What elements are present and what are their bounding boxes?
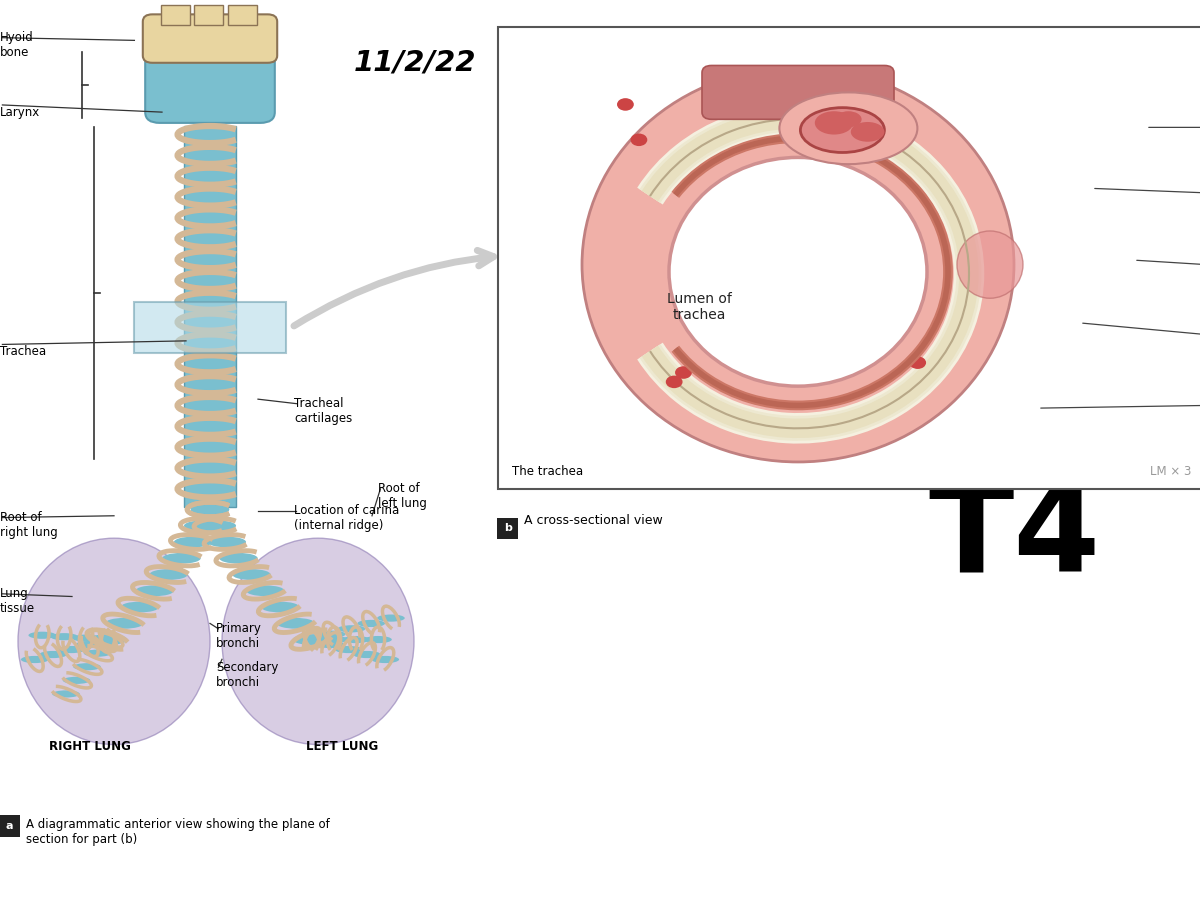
- Text: Trachea: Trachea: [0, 345, 46, 358]
- Ellipse shape: [73, 663, 101, 670]
- Circle shape: [744, 105, 761, 118]
- Circle shape: [666, 376, 683, 388]
- Text: Tracheal
cartilages: Tracheal cartilages: [294, 396, 353, 425]
- Ellipse shape: [298, 636, 326, 643]
- Ellipse shape: [222, 538, 414, 745]
- Ellipse shape: [298, 636, 326, 643]
- FancyBboxPatch shape: [702, 65, 894, 119]
- Ellipse shape: [372, 656, 400, 663]
- Text: Secondary
bronchi: Secondary bronchi: [216, 660, 278, 689]
- Bar: [184, 126, 236, 507]
- Text: T4: T4: [928, 478, 1100, 598]
- Bar: [161, 5, 190, 25]
- Ellipse shape: [20, 656, 48, 663]
- Ellipse shape: [94, 636, 122, 643]
- Ellipse shape: [318, 631, 346, 638]
- Ellipse shape: [342, 636, 370, 643]
- FancyBboxPatch shape: [0, 815, 20, 837]
- FancyBboxPatch shape: [143, 14, 277, 63]
- Ellipse shape: [52, 691, 79, 698]
- Ellipse shape: [851, 122, 884, 142]
- Circle shape: [910, 356, 926, 369]
- Text: 11/2/22: 11/2/22: [354, 48, 476, 77]
- Ellipse shape: [582, 67, 1014, 462]
- Ellipse shape: [58, 646, 85, 653]
- Ellipse shape: [40, 651, 67, 658]
- Text: Primary
bronchi: Primary bronchi: [216, 622, 262, 650]
- Text: Lung
tissue: Lung tissue: [0, 587, 35, 615]
- Text: a: a: [6, 821, 13, 832]
- FancyBboxPatch shape: [498, 27, 1200, 489]
- Ellipse shape: [293, 634, 331, 645]
- Ellipse shape: [136, 586, 174, 597]
- Ellipse shape: [276, 618, 314, 629]
- Ellipse shape: [317, 641, 344, 649]
- Ellipse shape: [76, 641, 103, 649]
- Ellipse shape: [320, 636, 348, 643]
- Ellipse shape: [246, 586, 284, 597]
- Text: A diagrammatic anterior view showing the plane of
section for part (b): A diagrammatic anterior view showing the…: [26, 818, 330, 846]
- Ellipse shape: [121, 602, 160, 613]
- Ellipse shape: [84, 649, 112, 657]
- Ellipse shape: [298, 636, 326, 643]
- Text: LM × 3: LM × 3: [1151, 466, 1192, 478]
- Ellipse shape: [174, 536, 212, 547]
- Ellipse shape: [353, 651, 380, 658]
- Text: LEFT LUNG: LEFT LUNG: [306, 740, 378, 753]
- Text: Root of
right lung: Root of right lung: [0, 510, 58, 539]
- Text: Root of
left lung: Root of left lung: [378, 482, 427, 510]
- FancyBboxPatch shape: [497, 518, 518, 539]
- Ellipse shape: [191, 504, 229, 515]
- Ellipse shape: [50, 633, 78, 640]
- Ellipse shape: [670, 158, 928, 387]
- Circle shape: [617, 98, 634, 110]
- Ellipse shape: [233, 570, 271, 580]
- Ellipse shape: [958, 231, 1024, 299]
- Text: The trachea: The trachea: [512, 466, 583, 478]
- Ellipse shape: [335, 646, 362, 653]
- Text: Larynx: Larynx: [0, 106, 41, 118]
- Ellipse shape: [835, 111, 862, 127]
- Ellipse shape: [162, 553, 200, 563]
- Text: Hyoid
bone: Hyoid bone: [0, 30, 34, 59]
- Ellipse shape: [220, 553, 258, 563]
- Ellipse shape: [62, 676, 90, 684]
- Ellipse shape: [89, 634, 127, 645]
- Text: Location of carina
(internal ridge): Location of carina (internal ridge): [294, 504, 400, 533]
- FancyBboxPatch shape: [134, 302, 286, 353]
- Ellipse shape: [358, 620, 385, 627]
- Ellipse shape: [337, 625, 365, 632]
- Ellipse shape: [208, 536, 246, 547]
- Ellipse shape: [106, 618, 144, 629]
- Ellipse shape: [780, 92, 918, 164]
- Ellipse shape: [94, 636, 122, 643]
- Text: b: b: [504, 523, 511, 534]
- Text: A cross-sectional view: A cross-sectional view: [524, 514, 664, 527]
- Ellipse shape: [800, 108, 884, 152]
- Bar: [228, 5, 257, 25]
- Bar: [194, 5, 223, 25]
- Ellipse shape: [260, 602, 299, 613]
- Circle shape: [676, 366, 692, 379]
- Ellipse shape: [72, 634, 100, 641]
- Text: RIGHT LUNG: RIGHT LUNG: [49, 740, 131, 753]
- Ellipse shape: [184, 520, 222, 531]
- Ellipse shape: [198, 520, 236, 531]
- Ellipse shape: [191, 504, 229, 515]
- Ellipse shape: [94, 636, 122, 643]
- Ellipse shape: [815, 111, 853, 135]
- Ellipse shape: [377, 614, 404, 622]
- Ellipse shape: [18, 538, 210, 745]
- FancyBboxPatch shape: [145, 37, 275, 123]
- Ellipse shape: [365, 636, 391, 643]
- Text: Lumen of
trachea: Lumen of trachea: [667, 292, 732, 322]
- Circle shape: [630, 134, 647, 146]
- Ellipse shape: [149, 570, 187, 580]
- Ellipse shape: [29, 631, 56, 639]
